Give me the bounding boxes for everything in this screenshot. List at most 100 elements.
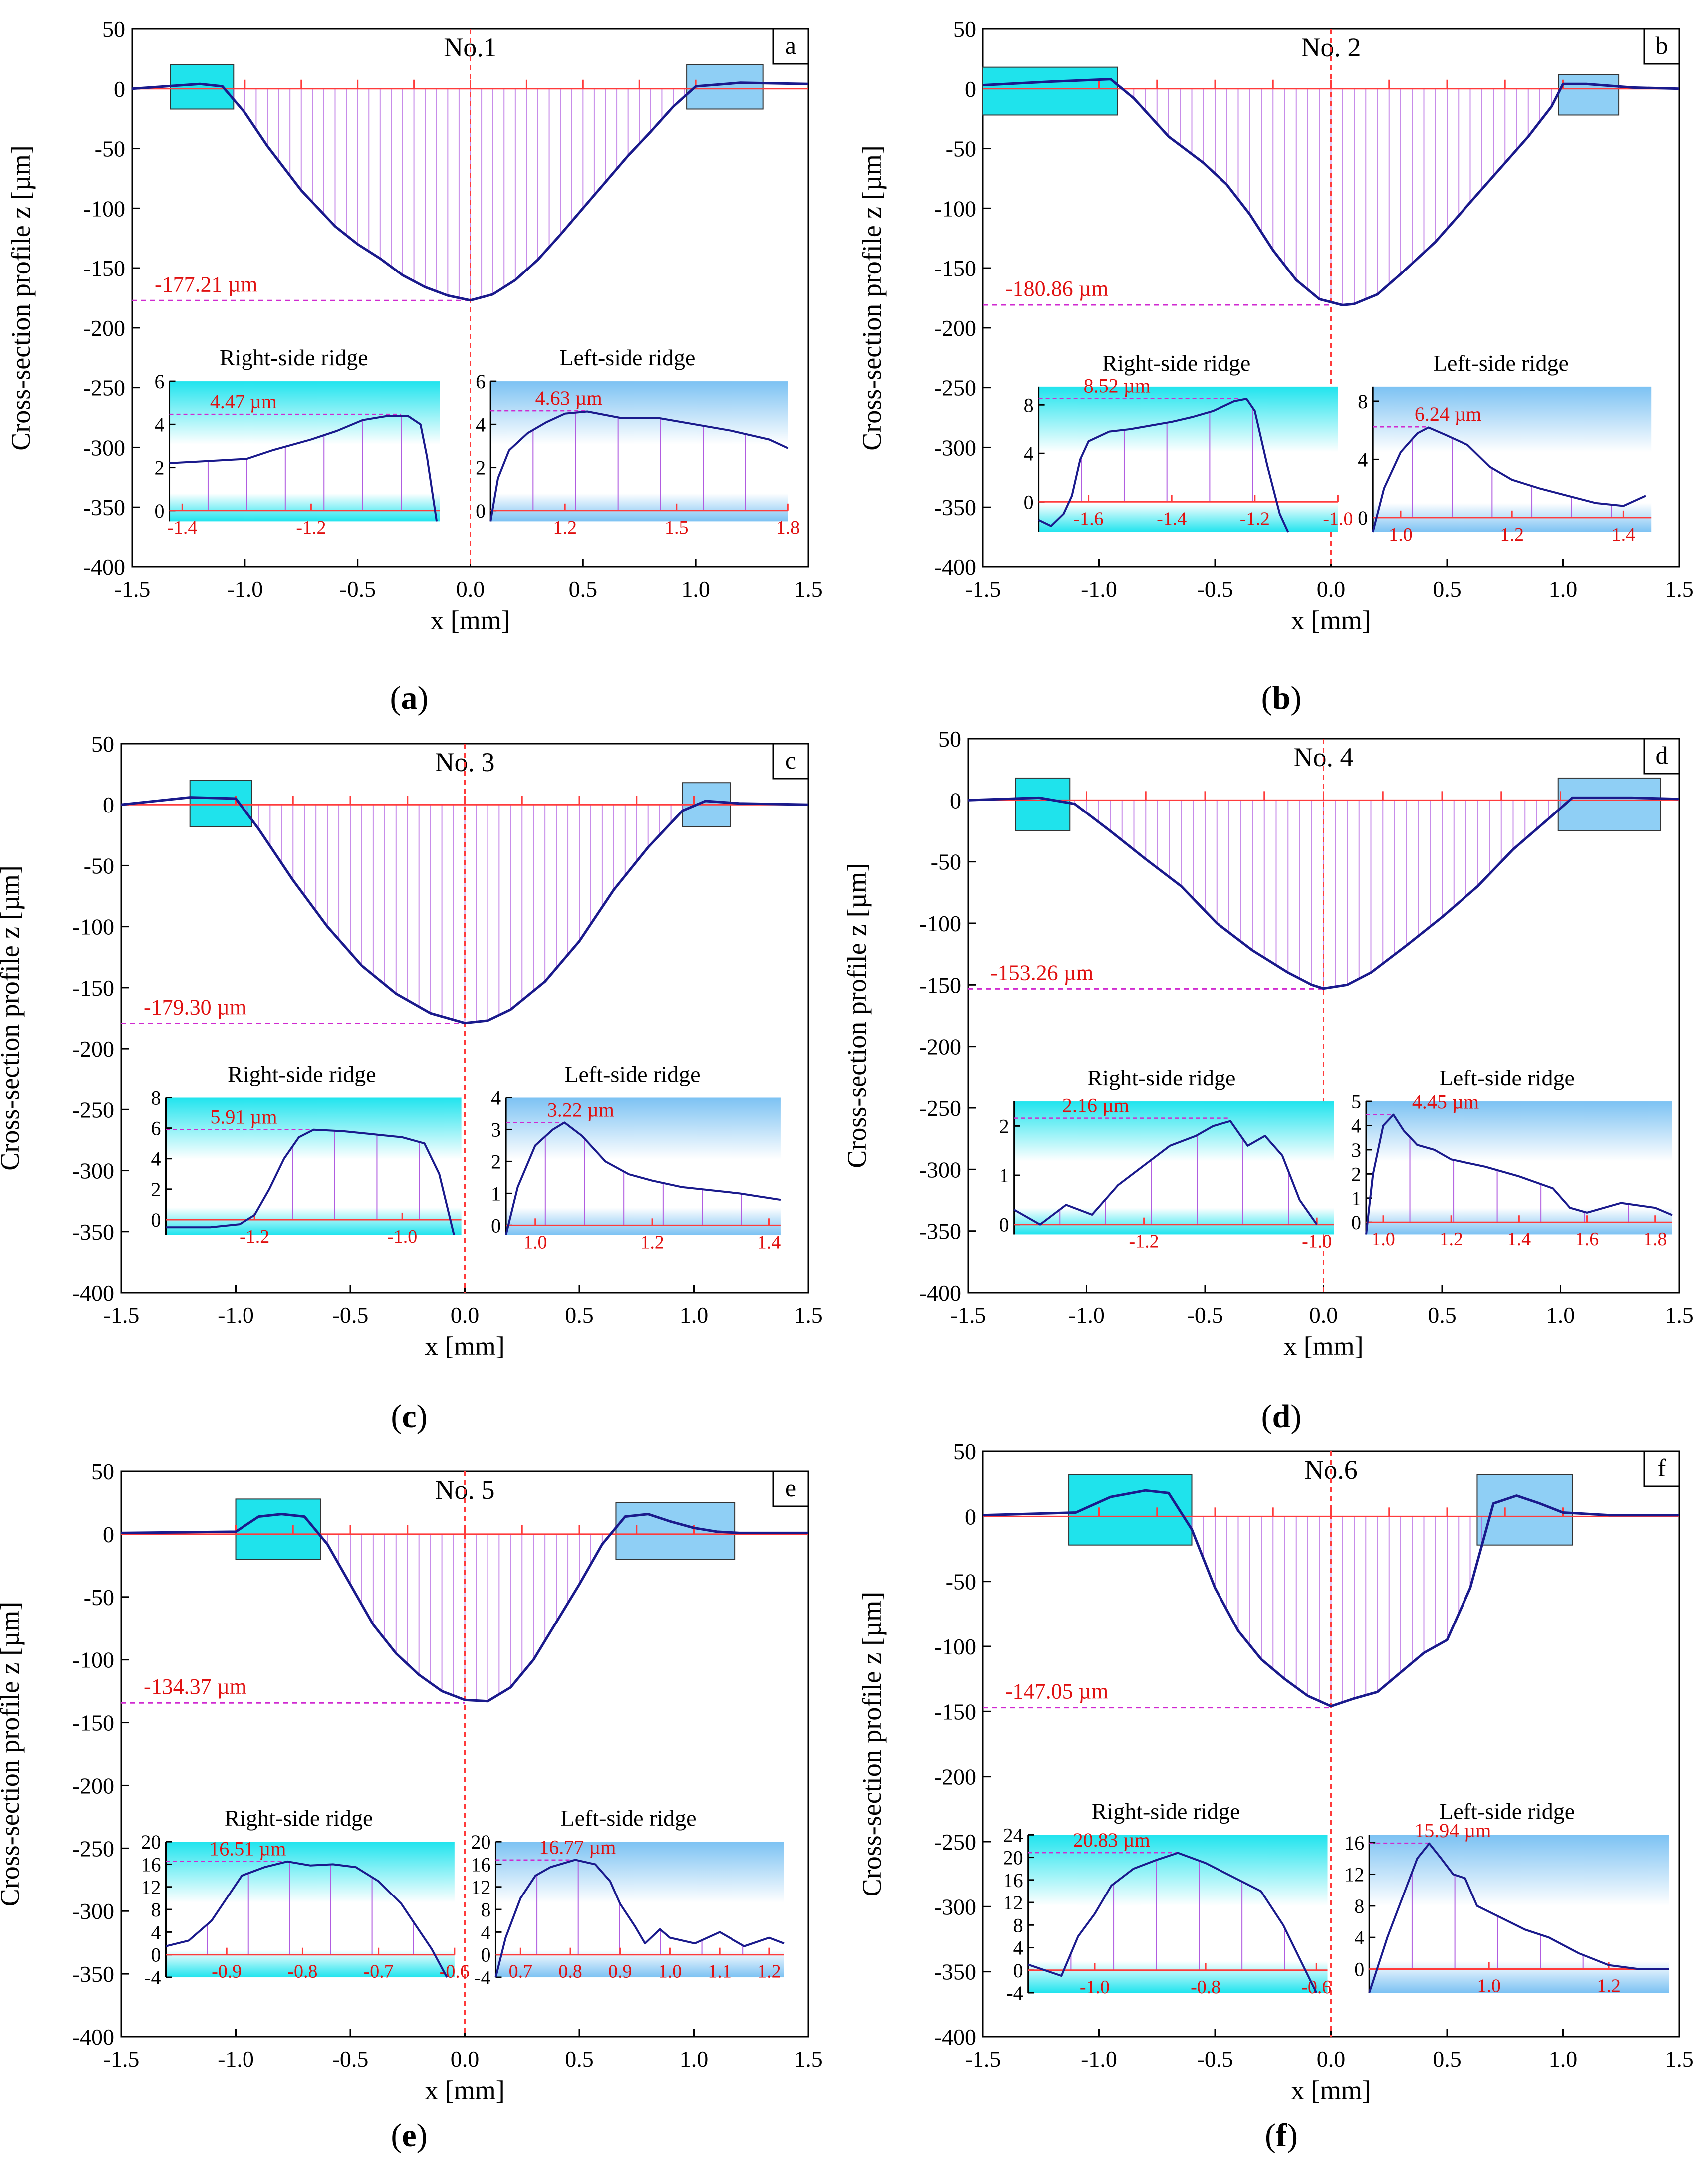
x-tick-label: -1.0: [1068, 1302, 1105, 1328]
panel-tag-box: [1643, 1450, 1680, 1487]
inset-y-tick-label: 4: [1351, 1114, 1361, 1137]
y-tick-label: -150: [934, 256, 976, 281]
inset-profile-line: [1013, 1120, 1318, 1226]
inset-y-tick-label: 0: [1358, 507, 1368, 529]
inset-y-tick-label: 16: [1344, 1832, 1364, 1854]
caption-letter: d: [1272, 1398, 1291, 1435]
inset-title: Right-side ridge: [225, 1805, 373, 1831]
x-tick-label: -0.5: [339, 576, 376, 602]
inset-y-tick-label: 16: [141, 1853, 161, 1876]
inset-y-tick-label: 4: [155, 413, 165, 436]
inset-profile-line: [505, 1121, 781, 1235]
inset-background: [166, 1097, 462, 1235]
depth-label: -177.21 µm: [155, 272, 257, 296]
panel-tag: b: [1656, 31, 1668, 59]
inset-y-tick-label: 0: [1024, 491, 1034, 513]
y-tick-label: -400: [919, 1280, 961, 1306]
inset-profile-line: [169, 415, 438, 522]
y-tick-label: -50: [946, 136, 976, 162]
y-tick-label: 50: [91, 731, 114, 757]
inset-y-tick-label: 6: [476, 370, 486, 393]
inset-peak-label: 2.16 µm: [1062, 1094, 1129, 1117]
inset-x-tick-label: -0.6: [1301, 1977, 1331, 1998]
x-tick-label: 0.5: [565, 2046, 594, 2072]
ridge-box-blue: [1557, 777, 1661, 832]
x-tick-label: -0.5: [1197, 576, 1233, 602]
x-tick-label: -1.5: [965, 2046, 1001, 2072]
x-tick-label: 1.5: [794, 2046, 823, 2072]
y-tick-label: -300: [919, 1157, 961, 1182]
y-tick-label: -300: [934, 1894, 976, 1919]
inset-x-tick-label: 1.2: [1597, 1976, 1621, 1997]
inset-title: Left-side ridge: [559, 345, 695, 370]
inset-y-tick-label: 2: [1351, 1163, 1361, 1185]
y-tick-label: -400: [934, 554, 976, 580]
inset-x-tick-label: -1.0: [1080, 1977, 1110, 1998]
caption-letter: f: [1276, 2117, 1287, 2154]
caption-paren: ): [1287, 2117, 1298, 2154]
x-axis-label: x [mm]: [1291, 605, 1371, 635]
inset-y-tick-label: 4: [1358, 448, 1368, 471]
y-tick-label: -150: [72, 1710, 114, 1736]
x-tick-label: 0.0: [1317, 2046, 1346, 2072]
inset-y-tick-label: 4: [151, 1921, 161, 1943]
inset-profile-line: [494, 1859, 785, 1978]
inset-y-tick-label: 2: [999, 1115, 1009, 1137]
x-tick-label: -1.0: [218, 2046, 254, 2072]
x-tick-label: 1.5: [1665, 2046, 1694, 2072]
inset-y-tick-label: 4: [1354, 1926, 1364, 1949]
inset-profile-line: [1365, 1113, 1673, 1235]
x-tick-label: 0.5: [1428, 1302, 1457, 1328]
inset-x-tick-label: 1.0: [1389, 524, 1413, 545]
inset-peak-label: 4.63 µm: [535, 387, 602, 409]
inset-background: [1366, 1101, 1672, 1235]
ridge-box-cyan: [982, 66, 1118, 116]
y-tick-label: -350: [72, 1961, 114, 1987]
inset-y-tick-label: -4: [474, 1966, 490, 1989]
y-tick-label: -350: [934, 1959, 976, 1985]
panel-a: -1.5 -1.0 -0.5 0.0 0.5 1.0 1.5 50 0 -50 -100 -150 -2…: [6, 16, 823, 716]
x-tick-label: 1.5: [1665, 1302, 1694, 1328]
inset-y-tick-label: 8: [151, 1087, 161, 1109]
caption-letter: c: [402, 1398, 416, 1435]
panel-c: -1.5 -1.0 -0.5 0.0 0.5 1.0 1.5 50 0 -50 -100 -150 -2…: [0, 731, 823, 1435]
panel-caption: (d): [1261, 1398, 1302, 1435]
inset-x-tick-label: -1.6: [1073, 508, 1103, 529]
panel-tag-box: [772, 1470, 809, 1507]
y-tick-label: -250: [83, 375, 125, 401]
inset-left: Left-side ridge 0 4 8 12 16 1.0 1.2 15.94 µm: [1344, 1798, 1669, 1997]
x-tick-label: 0.5: [1433, 576, 1462, 602]
inset-background: [1373, 386, 1652, 532]
ridge-box-cyan: [189, 780, 252, 827]
inset-y-tick-label: 8: [1354, 1895, 1364, 1917]
inset-background: [490, 381, 788, 522]
y-tick-label: 0: [965, 76, 976, 102]
inset-background: [495, 1842, 784, 1978]
y-tick-label: -350: [83, 495, 125, 520]
inset-peak-label: 15.94 µm: [1414, 1819, 1491, 1842]
inset-y-tick-label: 4: [476, 413, 486, 436]
panel-caption: (b): [1261, 680, 1302, 716]
inset-y-tick-label: 0: [491, 1214, 501, 1237]
inset-x-tick-label: -0.8: [1191, 1977, 1220, 1998]
x-tick-label: 1.0: [681, 576, 710, 602]
inset-x-tick-label: 1.6: [1575, 1229, 1599, 1250]
x-tick-label: 1.0: [680, 2046, 709, 2072]
y-tick-label: -200: [934, 315, 976, 341]
y-tick-label: -250: [72, 1836, 114, 1861]
y-tick-label: -250: [919, 1095, 961, 1121]
inset-peak-label: 3.22 µm: [547, 1098, 614, 1121]
inset-y-tick-label: 16: [1003, 1869, 1023, 1892]
ridge-box-cyan: [235, 1498, 321, 1560]
y-tick-label: -250: [934, 375, 976, 401]
inset-x-tick-label: 1.1: [708, 1961, 732, 1982]
depth-label: -153.26 µm: [990, 960, 1093, 985]
caption-paren: ): [1290, 1398, 1301, 1435]
inset-title: Right-side ridge: [1092, 1798, 1240, 1824]
y-tick-label: -300: [83, 435, 125, 460]
x-axis-label: x [mm]: [425, 1331, 504, 1361]
inset-y-tick-label: 8: [1024, 394, 1034, 416]
y-tick-label: -100: [934, 1634, 976, 1659]
y-tick-label: -300: [72, 1158, 114, 1184]
